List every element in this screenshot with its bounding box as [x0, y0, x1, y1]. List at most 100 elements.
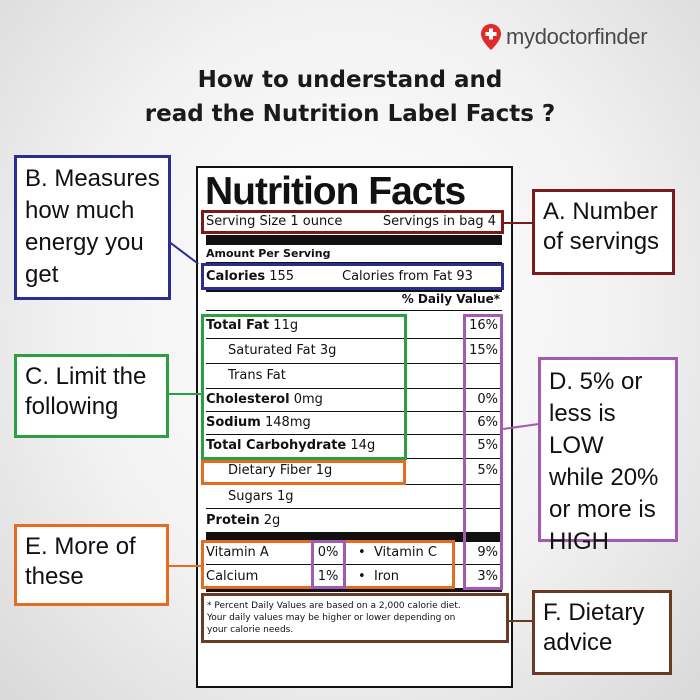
- callout-a-line-2: of servings: [543, 228, 660, 255]
- nutrient-row-trans-fat: Trans Fat: [228, 368, 524, 383]
- callout-b-line-3: energy you: [25, 229, 144, 256]
- calories-label: Calories: [206, 269, 266, 284]
- nutrient-amount: 148mg: [265, 415, 311, 430]
- brand-name: mydoctorfinder: [506, 24, 648, 50]
- nutrient-name: Total Carbohydrate: [206, 438, 347, 453]
- callout-a-number-of-servings: A. Number of servings: [532, 189, 675, 275]
- rule-vitamins: [206, 588, 502, 592]
- nutrient-name: Sugars: [228, 489, 273, 504]
- rule: [206, 434, 502, 435]
- calories-value: 155: [269, 269, 295, 284]
- thick-rule-2: [206, 532, 502, 542]
- callout-e-more-of-these: E. More of these: [14, 524, 169, 606]
- dv-vitamin-a: 0%: [317, 545, 339, 560]
- leader-a: [504, 222, 532, 224]
- nutrition-facts-heading: Nutrition Facts: [205, 170, 466, 213]
- dv-cholesterol: 0%: [477, 392, 498, 407]
- nutrient-row-dietary-fiber: Dietary Fiber 1g: [228, 463, 524, 478]
- nutrient-name: Sodium: [206, 415, 261, 430]
- callout-f-dietary-advice: F. Dietary advice: [532, 590, 672, 675]
- calcium: Calcium: [206, 569, 259, 584]
- callout-d-line-5: HIGH: [549, 528, 609, 555]
- highlight-servings: [201, 210, 504, 234]
- iron-row: • Iron: [358, 569, 400, 584]
- rule: [206, 411, 502, 412]
- location-pin-icon: [481, 24, 501, 50]
- dv-iron: 3%: [477, 569, 498, 584]
- highlight-daily-value: [463, 314, 503, 590]
- rule-calories: [206, 288, 502, 292]
- callout-a-line-1: A. Number: [543, 198, 658, 225]
- rule-amount: [206, 262, 502, 263]
- amount-per-serving: Amount Per Serving: [206, 247, 331, 260]
- page-title: How to understand and read the Nutrition…: [0, 63, 700, 131]
- callout-b-line-2: how much: [25, 197, 135, 224]
- nutrient-row-sugars: Sugars 1g: [228, 489, 524, 504]
- callout-d-line-3: while 20%: [549, 464, 659, 491]
- daily-value-header: % Daily Value*: [401, 292, 500, 306]
- callout-e-line-1: E. More of: [25, 533, 136, 560]
- callout-d-line-2: less is LOW: [549, 400, 616, 459]
- rule: [206, 388, 502, 389]
- leader-e: [168, 565, 202, 567]
- nutrient-row-total-carbohydrate: Total Carbohydrate 14g: [206, 438, 502, 453]
- nutrition-label: [196, 166, 513, 688]
- servings-in-bag: Servings in bag 4: [382, 214, 496, 229]
- leader-b: [169, 242, 199, 265]
- nutrient-amount: 0mg: [293, 392, 323, 407]
- callout-d-line-1: D. 5% or: [549, 368, 643, 395]
- callout-b-line-4: get: [25, 261, 59, 288]
- leader-c: [168, 393, 202, 395]
- rule: [206, 363, 502, 364]
- rule-dv: [206, 310, 502, 311]
- nutrient-row-cholesterol: Cholesterol 0mg: [206, 392, 502, 407]
- calories-row: Calories 155 Calories from Fat 93: [206, 269, 502, 284]
- iron: Iron: [373, 569, 400, 584]
- rule: [206, 564, 502, 565]
- callout-b-line-1: B. Measures: [25, 165, 160, 192]
- nutrient-name: Dietary Fiber: [228, 463, 312, 478]
- dv-calcium: 1%: [317, 569, 339, 584]
- footnote: * Percent Daily Values are based on a 2,…: [207, 600, 502, 636]
- title-line-1: How to understand and: [197, 67, 503, 93]
- vitamin-c-row: • Vitamin C: [358, 545, 437, 560]
- nutrient-row-sodium: Sodium 148mg: [206, 415, 502, 430]
- dv-dietary-fiber: 5%: [477, 463, 498, 478]
- serving-row: Serving Size 1 ounce Servings in bag 4: [206, 214, 502, 229]
- highlight-calories: [201, 263, 504, 290]
- nutrient-name: Saturated Fat: [228, 343, 316, 358]
- footnote-line-1: * Percent Daily Values are based on a 2,…: [207, 601, 461, 611]
- nutrient-amount: 2g: [263, 513, 281, 528]
- highlight-footnote: [201, 593, 509, 643]
- title-line-2: read the Nutrition Label Facts ?: [144, 101, 556, 127]
- dv-sodium: 6%: [477, 415, 498, 430]
- nutrient-row-saturated-fat: Saturated Fat 3g: [228, 343, 524, 358]
- callout-d-daily-value: D. 5% or less is LOW while 20% or more i…: [538, 357, 678, 555]
- vitamin-c: Vitamin C: [373, 545, 437, 560]
- dv-total-carbohydrate: 5%: [477, 438, 498, 453]
- highlight-limit: [201, 314, 407, 460]
- nutrient-row-protein: Protein 2g: [206, 513, 502, 528]
- callout-c-limit: C. Limit the following: [14, 354, 169, 438]
- nutrient-name: Total Fat: [206, 318, 270, 333]
- callout-f-line-2: advice: [543, 629, 613, 656]
- nutrient-amount: 3g: [319, 343, 337, 358]
- nutrient-amount: 1g: [276, 489, 294, 504]
- brand-name-part1: mydoctor: [506, 24, 595, 49]
- callout-d-line-4: or more is: [549, 496, 656, 523]
- nutrient-amount: 11g: [273, 318, 299, 333]
- thick-rule-1: [206, 235, 502, 245]
- nutrient-name: Protein: [206, 513, 260, 528]
- leader-f: [509, 620, 533, 622]
- dv-total-fat: 16%: [469, 318, 498, 333]
- dv-saturated-fat: 15%: [469, 343, 498, 358]
- footnote-line-2: Your daily values may be higher or lower…: [207, 613, 456, 623]
- rule: [206, 508, 502, 509]
- nutrient-amount: 1g: [315, 463, 333, 478]
- nutrient-row-total-fat: Total Fat 11g: [206, 318, 502, 333]
- footnote-line-3: your calorie needs.: [207, 625, 294, 635]
- brand-logo: mydoctorfinder: [480, 22, 648, 52]
- callout-f-line-1: F. Dietary: [543, 599, 645, 626]
- dv-vitamin-c: 9%: [477, 545, 498, 560]
- nutrient-amount: 14g: [350, 438, 376, 453]
